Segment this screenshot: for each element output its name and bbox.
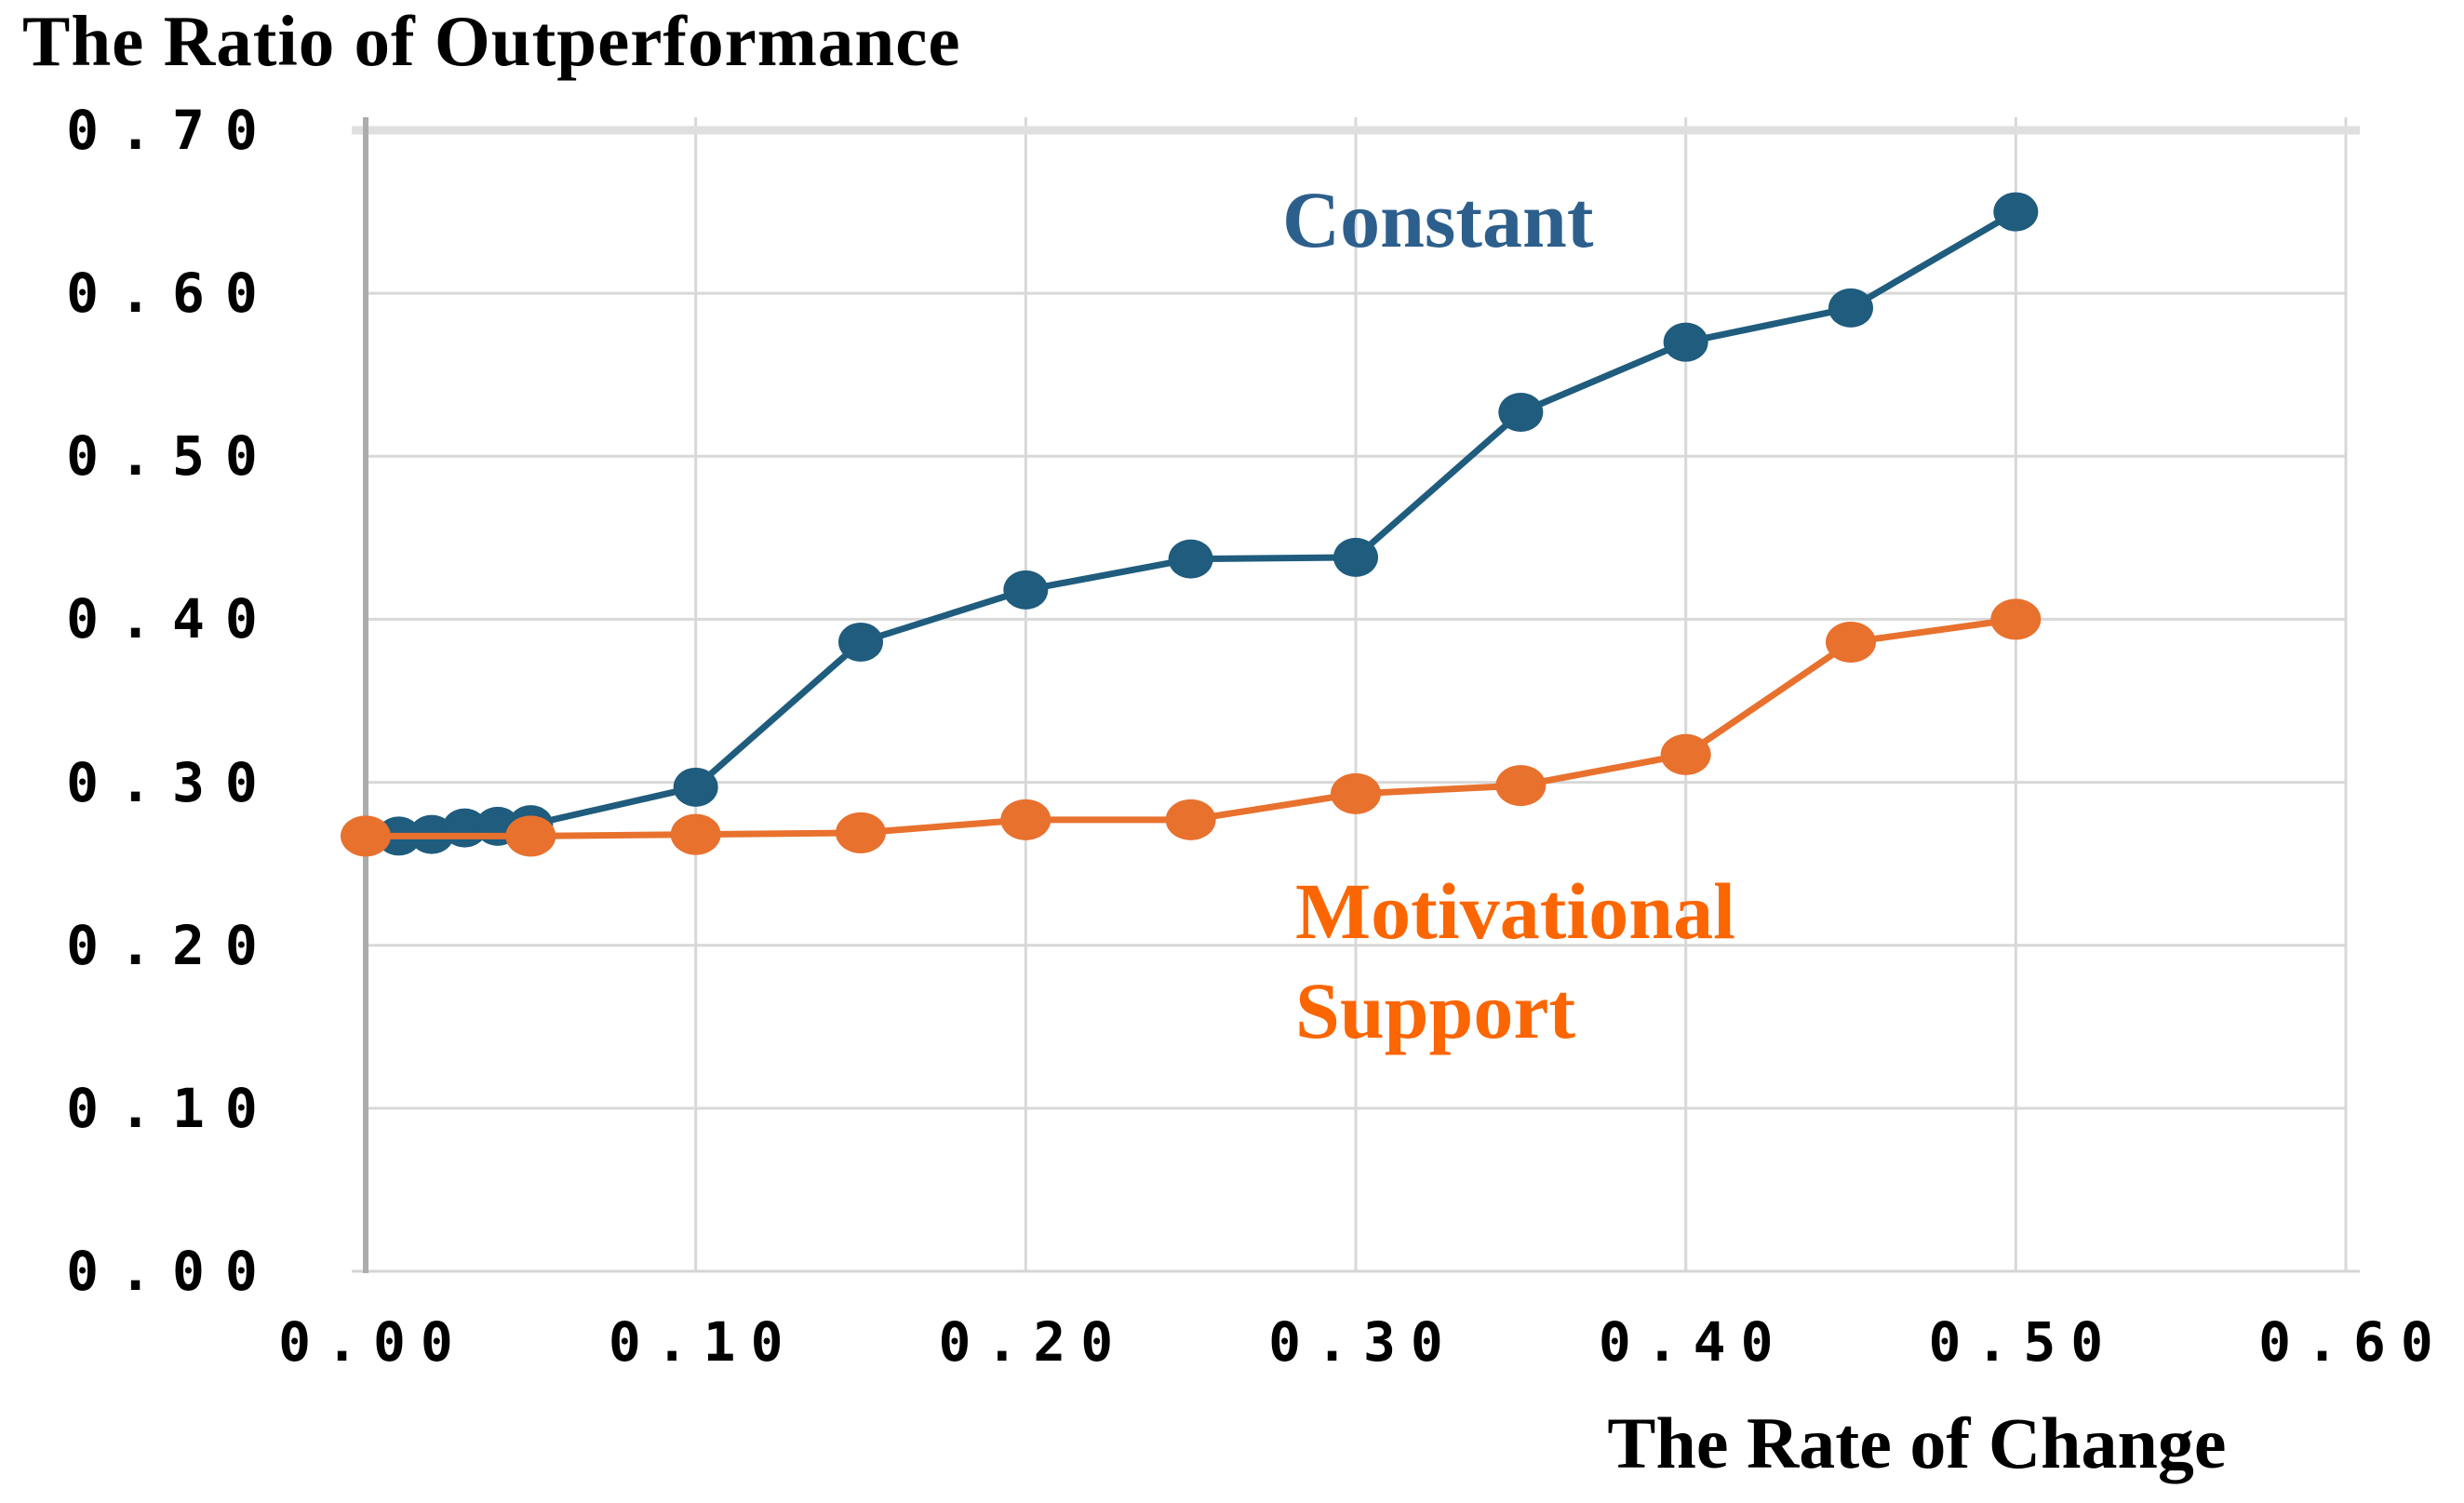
y-tick-label: 0.70 [66, 99, 278, 162]
x-tick-label: 0.10 [608, 1310, 798, 1374]
motivational-support-marker [670, 813, 721, 855]
y-tick-label: 0.50 [66, 424, 278, 489]
x-tick-label: 0.30 [1268, 1310, 1458, 1374]
y-tick-label: 0.60 [66, 262, 278, 326]
motivational-support-marker [1495, 765, 1547, 807]
x-axis-title: The Rate of Change [1607, 1402, 2227, 1483]
motivational-support-marker [341, 815, 391, 857]
constant-marker [838, 622, 883, 662]
motivational-label-line-1: Motivational [1295, 866, 1735, 956]
constant-marker [1663, 322, 1708, 362]
constant-marker [1498, 392, 1544, 432]
y-tick-label: 0.10 [66, 1076, 278, 1140]
y-tick-label: 0.30 [66, 750, 278, 814]
constant-marker [1828, 288, 1873, 328]
x-tick-label: 0.00 [278, 1310, 468, 1374]
constant-marker [1993, 192, 2039, 232]
motivational-support-marker [505, 815, 556, 857]
constant-line [362, 208, 2019, 839]
constant-marker [1333, 537, 1378, 577]
x-tick-label: 0.60 [2258, 1310, 2448, 1374]
x-tick-label: 0.50 [1928, 1310, 2119, 1374]
motivational-support-marker [836, 812, 886, 853]
x-tick-label: 0.40 [1598, 1310, 1788, 1374]
motivational-support-marker [1165, 798, 1216, 840]
motivational-support-marker [1331, 772, 1381, 814]
y-tick-label: 0.20 [66, 913, 278, 977]
y-tick-label: 0.40 [66, 587, 278, 651]
motivational-support-marker [1660, 733, 1711, 775]
chart-title: The Ratio of Outperformance [22, 1, 961, 81]
x-tick-label: 0.20 [938, 1310, 1129, 1374]
constant-marker [673, 767, 718, 807]
motivational-support-marker [1826, 621, 1876, 663]
constant-marker [1168, 539, 1213, 579]
constant-marker [1003, 570, 1049, 610]
motivational-support-series-label: Motivational Support [1295, 862, 1735, 1061]
motivational-support-marker [1990, 598, 2042, 640]
y-tick-label: 0.00 [66, 1240, 278, 1303]
motivational-support-marker [1000, 798, 1051, 840]
constant-series-label: Constant [1282, 175, 1594, 264]
motivational-label-line-2: Support [1295, 966, 1576, 1055]
